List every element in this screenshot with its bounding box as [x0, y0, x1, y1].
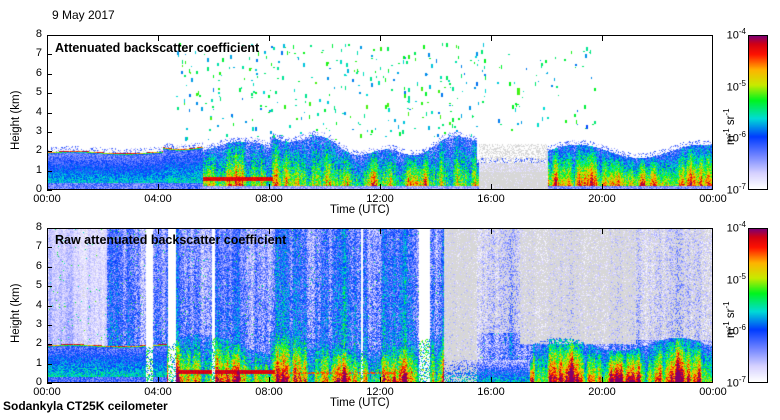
x-tick-mark — [269, 35, 270, 41]
y-tick-label: 4 — [35, 299, 42, 311]
x-tick-label: 00:00 — [33, 193, 61, 205]
y-tick-mark — [47, 228, 52, 229]
x-tick-label: 00:00 — [699, 386, 727, 398]
x-tick-label: 16:00 — [477, 193, 505, 205]
y-tick-label: 0 — [35, 376, 42, 388]
x-tick-mark — [491, 184, 492, 190]
x-tick-mark — [380, 228, 381, 234]
y-tick-label: 5 — [35, 279, 42, 291]
x-tick-mark — [269, 184, 270, 190]
y-tick-label: 1 — [35, 164, 42, 176]
colorbar-gradient-top — [749, 36, 767, 189]
x-tick-label: 08:00 — [255, 193, 283, 205]
colorbar-top — [748, 35, 768, 190]
x-tick-mark — [602, 184, 603, 190]
x-tick-mark — [380, 184, 381, 190]
x-tick-mark — [491, 228, 492, 234]
colorbar-tick-label: 10-6 — [726, 130, 746, 145]
y-tick-label: 2 — [35, 144, 42, 156]
colorbar-bottom — [748, 228, 768, 383]
x-tick-label: 00:00 — [33, 386, 61, 398]
x-tick-label: 04:00 — [144, 386, 172, 398]
x-tick-label: 12:00 — [366, 193, 394, 205]
y-tick-mark — [47, 74, 52, 75]
y-tick-mark — [47, 344, 52, 345]
y-tick-label: 1 — [35, 357, 42, 369]
y-tick-mark — [47, 247, 52, 248]
y-axis-title-bottom: Height (km) — [10, 283, 22, 343]
x-tick-mark — [380, 35, 381, 41]
y-tick-mark — [47, 113, 52, 114]
x-tick-label: 08:00 — [255, 386, 283, 398]
x-tick-mark — [158, 228, 159, 234]
y-tick-label: 2 — [35, 337, 42, 349]
colorbar-tick-label: 10-7 — [726, 375, 746, 390]
y-tick-mark — [47, 325, 52, 326]
colorbar-tick-label: 10-5 — [726, 79, 746, 94]
y-tick-label: 8 — [35, 28, 42, 40]
x-tick-label: 16:00 — [477, 386, 505, 398]
y-tick-label: 6 — [35, 260, 42, 272]
colorbar-tick-label: 10-4 — [726, 220, 746, 235]
heatmap-canvas-raw-attenuated-backscatter — [48, 229, 712, 382]
y-tick-label: 7 — [35, 240, 42, 252]
x-tick-mark — [158, 184, 159, 190]
y-tick-mark — [47, 132, 52, 133]
x-tick-mark — [602, 377, 603, 383]
y-tick-mark — [47, 306, 52, 307]
y-tick-label: 3 — [35, 125, 42, 137]
x-tick-label: 20:00 — [588, 193, 616, 205]
y-tick-label: 6 — [35, 67, 42, 79]
y-tick-mark — [47, 267, 52, 268]
colorbar-tick-label: 10-4 — [726, 27, 746, 42]
y-tick-mark — [47, 383, 52, 384]
x-tick-mark — [602, 228, 603, 234]
colorbar-tick-label: 10-7 — [726, 182, 746, 197]
x-axis-title-top: Time (UTC) — [330, 204, 390, 216]
y-tick-mark — [47, 286, 52, 287]
plot-area-raw-attenuated-backscatter[interactable] — [47, 228, 713, 383]
date-label: 9 May 2017 — [52, 8, 115, 22]
y-tick-label: 8 — [35, 221, 42, 233]
x-tick-mark — [380, 377, 381, 383]
y-tick-mark — [47, 93, 52, 94]
x-tick-mark — [491, 35, 492, 41]
y-tick-mark — [47, 364, 52, 365]
colorbar-title-top: m-1 sr-1 — [722, 108, 737, 145]
y-tick-label: 7 — [35, 47, 42, 59]
x-tick-label: 20:00 — [588, 386, 616, 398]
x-tick-mark — [491, 377, 492, 383]
plot-area-attenuated-backscatter[interactable] — [47, 35, 713, 190]
colorbar-title-bottom: m-1 sr-1 — [722, 301, 737, 338]
y-axis-title-top: Height (km) — [10, 90, 22, 150]
y-tick-mark — [47, 54, 52, 55]
colorbar-gradient-bottom — [749, 229, 767, 382]
y-tick-mark — [47, 190, 52, 191]
y-tick-label: 5 — [35, 86, 42, 98]
y-tick-label: 4 — [35, 106, 42, 118]
colorbar-tick-label: 10-5 — [726, 272, 746, 287]
x-tick-label: 00:00 — [699, 193, 727, 205]
heatmap-canvas-attenuated-backscatter — [48, 36, 712, 189]
figure-caption: Sodankyla CT25K ceilometer — [3, 399, 168, 413]
x-tick-mark — [158, 35, 159, 41]
x-tick-mark — [269, 377, 270, 383]
colorbar-tick-label: 10-6 — [726, 323, 746, 338]
x-tick-mark — [158, 377, 159, 383]
x-tick-mark — [269, 228, 270, 234]
y-tick-mark — [47, 171, 52, 172]
x-tick-mark — [602, 35, 603, 41]
y-tick-label: 0 — [35, 183, 42, 195]
x-axis-title-bottom: Time (UTC) — [330, 397, 390, 409]
y-tick-mark — [47, 35, 52, 36]
y-tick-label: 3 — [35, 318, 42, 330]
y-tick-mark — [47, 151, 52, 152]
x-tick-label: 12:00 — [366, 386, 394, 398]
x-tick-label: 04:00 — [144, 193, 172, 205]
